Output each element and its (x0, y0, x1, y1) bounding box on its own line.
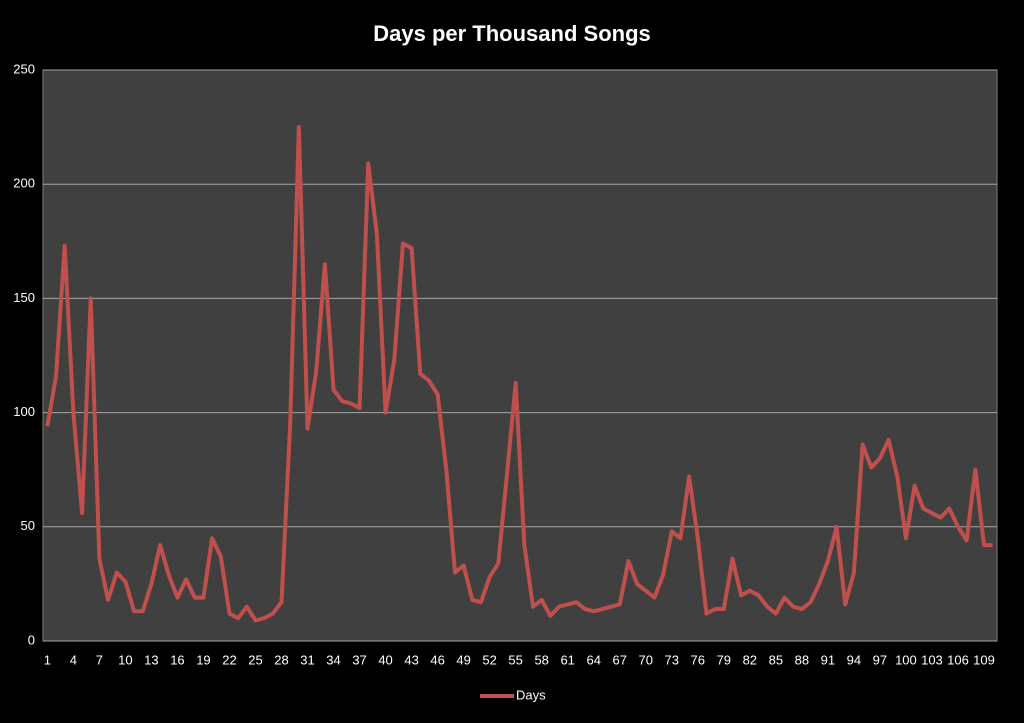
x-tick-label: 52 (482, 652, 496, 667)
chart-title: Days per Thousand Songs (373, 21, 651, 46)
x-tick-label: 109 (973, 652, 995, 667)
x-tick-label: 94 (847, 652, 861, 667)
x-tick-label: 46 (430, 652, 444, 667)
x-tick-label: 28 (274, 652, 288, 667)
x-tick-label: 31 (300, 652, 314, 667)
y-tick-label: 250 (13, 61, 35, 76)
x-tick-label: 70 (639, 652, 653, 667)
x-tick-label: 73 (665, 652, 679, 667)
y-tick-label: 50 (21, 518, 35, 533)
x-tick-label: 97 (873, 652, 887, 667)
data-line (45, 125, 993, 623)
x-tick-label: 19 (196, 652, 210, 667)
x-tick-label: 10 (118, 652, 132, 667)
x-tick-label: 55 (508, 652, 522, 667)
x-tick-label: 49 (456, 652, 470, 667)
x-tick-label: 103 (921, 652, 943, 667)
x-tick-label: 64 (586, 652, 600, 667)
y-tick-label: 0 (28, 632, 35, 647)
x-tick-label: 22 (222, 652, 236, 667)
x-tick-label: 88 (795, 652, 809, 667)
x-tick-label: 34 (326, 652, 340, 667)
x-tick-label: 4 (70, 652, 77, 667)
x-tick-label: 43 (404, 652, 418, 667)
x-tick-label: 91 (821, 652, 835, 667)
y-tick-label: 150 (13, 290, 35, 305)
x-tick-label: 100 (895, 652, 917, 667)
x-tick-label: 76 (691, 652, 705, 667)
x-tick-label: 61 (560, 652, 574, 667)
y-tick-label: 100 (13, 404, 35, 419)
x-tick-label: 13 (144, 652, 158, 667)
x-tick-label: 79 (717, 652, 731, 667)
legend-label: Days (516, 687, 546, 702)
x-tick-label: 106 (947, 652, 969, 667)
x-tick-label: 40 (378, 652, 392, 667)
x-tick-label: 16 (170, 652, 184, 667)
y-tick-label: 200 (13, 176, 35, 191)
x-tick-label: 82 (743, 652, 757, 667)
x-tick-label: 25 (248, 652, 262, 667)
x-tick-label: 85 (769, 652, 783, 667)
x-tick-label: 67 (613, 652, 627, 667)
x-tick-label: 58 (534, 652, 548, 667)
x-tick-label: 1 (44, 652, 51, 667)
x-tick-label: 37 (352, 652, 366, 667)
x-tick-label: 7 (96, 652, 103, 667)
